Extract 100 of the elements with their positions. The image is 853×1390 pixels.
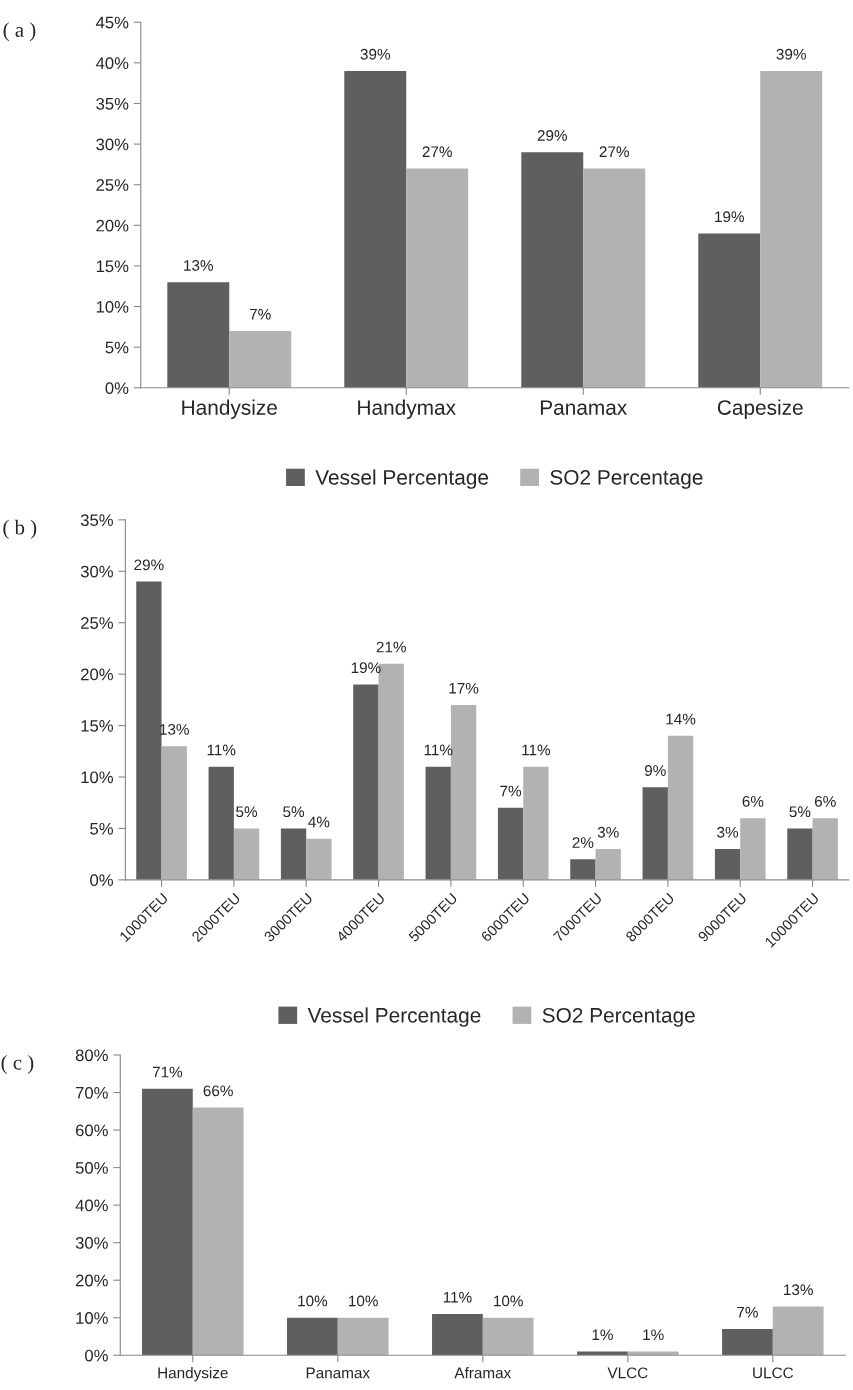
bar	[497, 807, 524, 880]
bar	[287, 1317, 338, 1356]
data-label: 6%	[742, 795, 764, 807]
data-label: 7%	[500, 785, 522, 797]
data-label: 29%	[134, 559, 164, 571]
data-label: 10%	[298, 1295, 328, 1307]
data-label: 9%	[644, 765, 666, 776]
y-tick-label: 25%	[96, 179, 129, 191]
data-label: 71%	[152, 1066, 183, 1078]
data-label: 2%	[572, 837, 594, 848]
y-tick-label: 0%	[105, 382, 129, 395]
bar	[714, 849, 741, 880]
data-label: 10%	[349, 1295, 378, 1307]
y-tick-label: 30%	[96, 138, 129, 151]
data-label: 39%	[776, 48, 806, 60]
y-tick-label: 60%	[75, 1124, 108, 1137]
y-tick-label: 50%	[75, 1162, 108, 1174]
bar	[772, 1306, 824, 1356]
data-label: 11%	[424, 744, 453, 756]
bar	[812, 818, 838, 880]
data-label: 7%	[737, 1306, 758, 1318]
data-label: 17%	[449, 682, 479, 694]
data-label: 4%	[308, 816, 330, 828]
data-label: 1%	[592, 1329, 613, 1341]
bar	[192, 1107, 244, 1356]
y-tick-label: 5%	[105, 341, 129, 354]
bar	[142, 1088, 193, 1356]
legend-label: SO2 Percentage	[542, 1007, 695, 1027]
y-tick-label: 10%	[96, 300, 129, 313]
x-tick-label: Handysize	[158, 1367, 228, 1382]
y-tick-label: 40%	[75, 1199, 108, 1212]
data-label: 27%	[422, 146, 452, 158]
bar	[627, 1351, 679, 1356]
data-label: 66%	[203, 1085, 233, 1097]
y-tick-label: 20%	[81, 668, 113, 681]
x-tick-label: Handysize	[182, 399, 277, 420]
y-tick-label: 0%	[90, 874, 113, 887]
bar	[233, 828, 260, 880]
bar	[432, 1313, 483, 1356]
data-label: 5%	[236, 806, 258, 818]
bar	[583, 168, 646, 388]
data-label: 3%	[597, 826, 619, 838]
bar	[406, 168, 469, 388]
legend-label: Vessel Percentage	[315, 469, 489, 489]
data-label: 13%	[784, 1284, 813, 1296]
bar	[667, 735, 694, 880]
bar	[161, 746, 187, 880]
y-tick-label: 30%	[80, 565, 113, 578]
y-tick-label: 5%	[90, 822, 113, 835]
x-tick-label: Handymax	[358, 399, 456, 420]
x-tick-label: VLCC	[607, 1367, 648, 1379]
legend-label: Vessel Percentage	[307, 1007, 481, 1027]
y-tick-label: 40%	[95, 57, 129, 70]
bar	[353, 684, 379, 880]
data-label: 7%	[249, 308, 271, 320]
y-tick-label: 70%	[75, 1086, 108, 1099]
bar	[521, 152, 584, 388]
bar	[482, 1317, 534, 1356]
y-tick-label: 20%	[96, 219, 129, 232]
y-tick-label: 15%	[81, 720, 113, 732]
y-tick-label: 45%	[95, 16, 129, 29]
y-tick-label: 80%	[75, 1049, 108, 1062]
y-tick-label: 30%	[75, 1237, 108, 1249]
data-label: 19%	[715, 211, 745, 223]
bar	[760, 70, 823, 388]
data-label: 29%	[537, 130, 568, 141]
data-label: 1%	[643, 1329, 664, 1341]
bar	[595, 849, 621, 880]
y-tick-label: 15%	[96, 260, 129, 273]
data-label: 27%	[599, 146, 629, 158]
y-tick-label: 20%	[75, 1274, 108, 1287]
data-label: 11%	[443, 1291, 472, 1303]
data-label: 11%	[522, 744, 551, 756]
y-tick-label: 10%	[76, 1312, 108, 1324]
data-label: 6%	[814, 795, 836, 807]
data-label: 39%	[360, 48, 391, 60]
chart-title: ( a )	[3, 22, 36, 42]
bar	[306, 838, 332, 880]
bar	[425, 766, 451, 880]
data-label: 5%	[789, 806, 811, 818]
data-label: 21%	[376, 641, 406, 653]
y-tick-label: 25%	[81, 617, 113, 629]
bar	[740, 818, 766, 880]
y-tick-label: 0%	[85, 1349, 108, 1362]
x-tick-label: ULCC	[753, 1367, 794, 1379]
data-label: 3%	[717, 826, 739, 838]
bar	[136, 581, 162, 880]
data-label: 5%	[283, 806, 305, 818]
x-tick-label: Aframax	[454, 1367, 512, 1379]
bar	[523, 766, 549, 880]
bar	[722, 1328, 773, 1356]
data-label: 14%	[666, 713, 696, 725]
bar	[167, 282, 230, 388]
bar	[577, 1351, 628, 1356]
bar	[208, 766, 234, 880]
data-label: 13%	[184, 260, 214, 271]
bar	[642, 787, 668, 880]
chart-title: ( c )	[1, 1055, 34, 1074]
y-tick-label: 35%	[80, 514, 113, 527]
bar	[337, 1317, 389, 1356]
